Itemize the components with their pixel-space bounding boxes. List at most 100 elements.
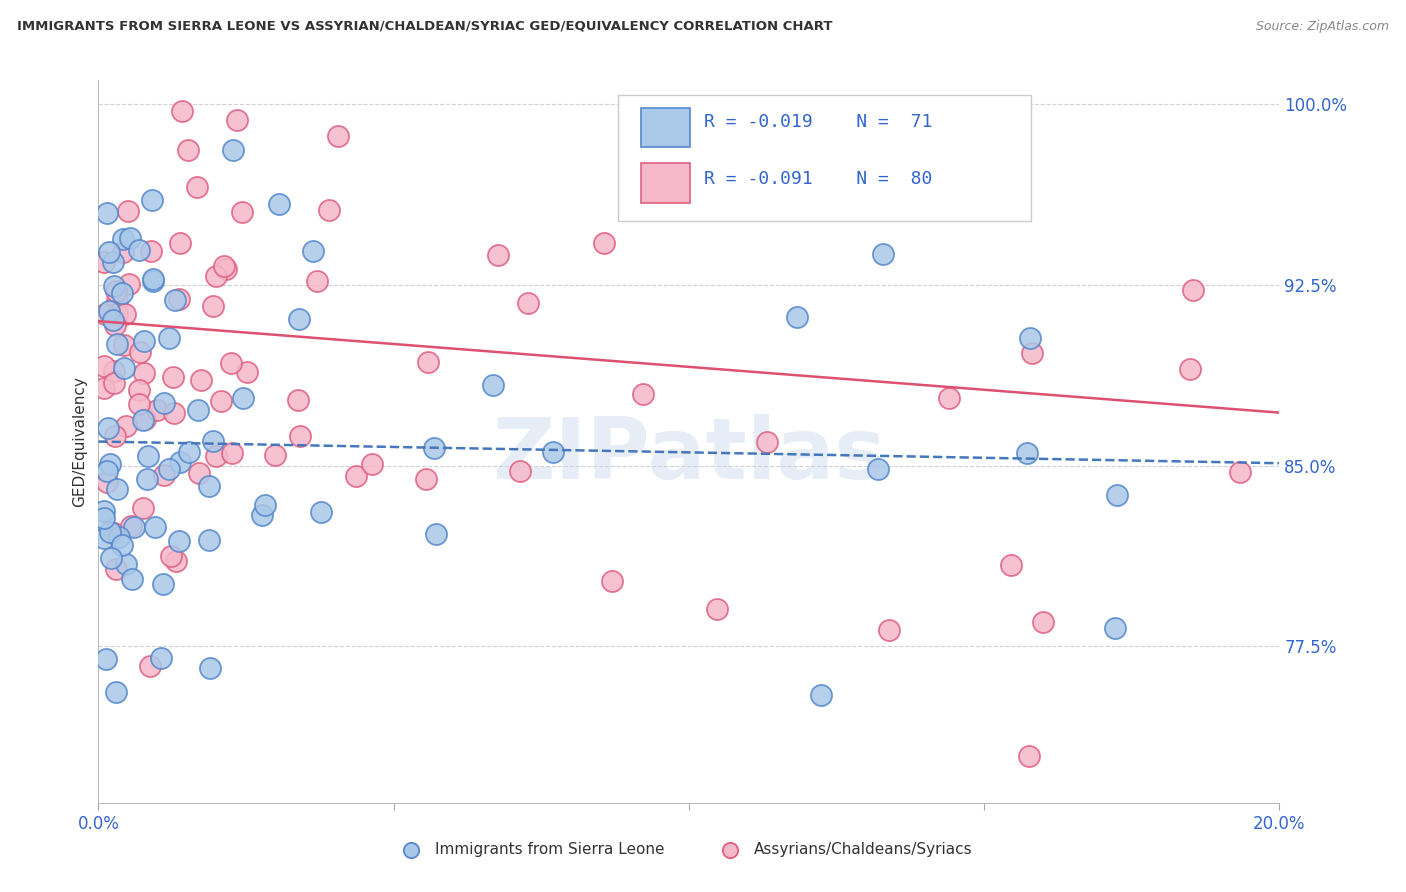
Point	[170, 103, 193, 118]
Point	[1178, 361, 1201, 376]
Point	[142, 272, 165, 286]
Point	[1229, 465, 1251, 479]
Point	[1107, 488, 1129, 502]
Point	[786, 310, 808, 325]
Text: Immigrants from Sierra Leone: Immigrants from Sierra Leone	[434, 842, 665, 857]
Point	[111, 285, 134, 300]
Point	[221, 446, 243, 460]
Point	[222, 143, 245, 157]
Point	[187, 402, 209, 417]
Point	[236, 366, 259, 380]
Point	[177, 144, 200, 158]
Point	[157, 462, 180, 476]
Point	[868, 462, 890, 476]
Point	[593, 235, 616, 250]
Point	[114, 418, 136, 433]
Point	[104, 562, 127, 576]
Point	[422, 442, 444, 456]
Point	[212, 260, 235, 274]
Point	[509, 464, 531, 478]
Point	[93, 531, 115, 545]
Point	[104, 429, 127, 443]
Point	[141, 194, 163, 208]
Text: ZIPatlas: ZIPatlas	[492, 415, 886, 498]
Point	[103, 376, 125, 390]
Point	[122, 520, 145, 534]
Point	[205, 268, 228, 283]
Point	[165, 554, 187, 568]
Point	[100, 551, 122, 566]
Point	[1015, 446, 1038, 460]
Point	[98, 304, 121, 318]
Point	[305, 274, 328, 288]
Point	[225, 112, 247, 127]
Point	[541, 445, 564, 459]
Point	[128, 243, 150, 257]
Point	[96, 652, 118, 666]
Point	[201, 434, 224, 448]
Point	[253, 498, 276, 512]
Y-axis label: GED/Equivalency: GED/Equivalency	[72, 376, 87, 507]
Text: IMMIGRANTS FROM SIERRA LEONE VS ASSYRIAN/CHALDEAN/SYRIAC GED/EQUIVALENCY CORRELA: IMMIGRANTS FROM SIERRA LEONE VS ASSYRIAN…	[17, 20, 832, 33]
Point	[215, 262, 238, 277]
Point	[108, 531, 131, 545]
Point	[160, 549, 183, 563]
Point	[103, 278, 125, 293]
Point	[114, 307, 136, 321]
Text: Assyrians/Chaldeans/Syriacs: Assyrians/Chaldeans/Syriacs	[754, 842, 973, 857]
Point	[135, 472, 157, 486]
Point	[93, 503, 115, 517]
Point	[425, 526, 447, 541]
Point	[264, 448, 287, 462]
Point	[810, 688, 832, 702]
Point	[149, 650, 172, 665]
Point	[96, 464, 118, 478]
Point	[101, 313, 124, 327]
Point	[111, 245, 134, 260]
Point	[517, 296, 540, 310]
Point	[104, 285, 127, 299]
Point	[112, 337, 135, 351]
Point	[96, 420, 118, 434]
Point	[105, 337, 128, 351]
Point	[756, 435, 779, 450]
Point	[98, 525, 121, 540]
Point	[134, 334, 156, 349]
Point	[250, 508, 273, 522]
Point	[146, 402, 169, 417]
Point	[360, 458, 382, 472]
Point	[197, 533, 219, 548]
Point	[98, 457, 121, 471]
Point	[103, 318, 125, 333]
Point	[93, 511, 115, 525]
Point	[93, 359, 115, 373]
Point	[186, 180, 208, 194]
Point	[139, 244, 162, 259]
Point	[141, 274, 163, 288]
Point	[877, 623, 900, 637]
Point	[96, 475, 118, 489]
Point	[209, 393, 232, 408]
Point	[169, 235, 191, 250]
Point	[103, 364, 125, 378]
Point	[287, 392, 309, 407]
Point	[197, 479, 219, 493]
Point	[132, 501, 155, 516]
Point	[631, 387, 654, 401]
Point	[128, 383, 150, 397]
Point	[162, 369, 184, 384]
Point	[1021, 346, 1043, 360]
Point	[344, 469, 367, 483]
Point	[143, 519, 166, 533]
Point	[167, 292, 190, 306]
Point	[93, 255, 115, 269]
Point	[120, 231, 142, 245]
Point	[231, 205, 253, 219]
Point	[326, 129, 349, 144]
Point	[163, 293, 186, 307]
Point	[232, 391, 254, 405]
Bar	[641, 163, 690, 203]
FancyBboxPatch shape	[619, 95, 1032, 221]
Point	[834, 203, 856, 218]
Point	[309, 505, 332, 519]
